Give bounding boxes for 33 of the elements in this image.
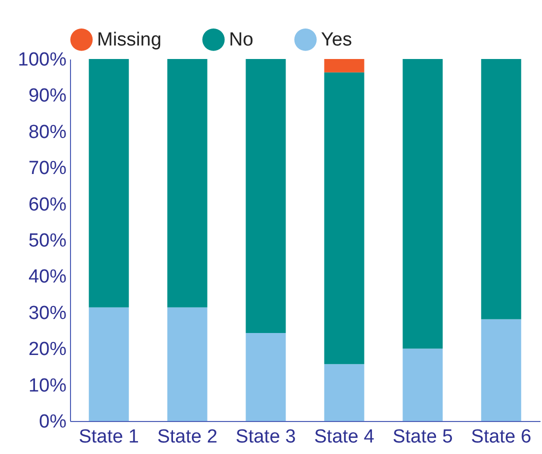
bar <box>481 59 522 320</box>
y-tick-label: 50% <box>28 230 67 252</box>
y-tick-label: 30% <box>28 302 67 324</box>
y-tick-label: 70% <box>28 158 67 180</box>
bar <box>167 59 208 308</box>
bar <box>481 319 522 421</box>
y-tick-label: 90% <box>28 86 67 107</box>
y-tick-label: 20% <box>28 339 67 360</box>
bar <box>246 333 286 421</box>
legend-label: No <box>229 30 254 51</box>
legend-label: Missing <box>97 30 162 51</box>
x-tick-label: State 2 <box>157 426 218 448</box>
bar <box>88 59 129 308</box>
x-tick-label: State 3 <box>236 426 296 448</box>
bar <box>167 307 208 421</box>
bar <box>402 348 443 421</box>
legend-label: Yes <box>321 30 352 51</box>
bar <box>402 59 443 349</box>
bar <box>324 72 364 364</box>
x-tick-label: State 5 <box>392 426 453 448</box>
x-tick-label: State 4 <box>314 426 375 448</box>
bar <box>324 59 364 72</box>
x-tick-label: State 6 <box>471 426 532 448</box>
y-tick-label: 40% <box>28 266 67 288</box>
y-tick-label: 100% <box>18 50 67 70</box>
x-tick-label: State 1 <box>78 426 139 448</box>
y-tick-label: 10% <box>28 375 67 396</box>
y-tick-label: 0% <box>39 412 67 432</box>
bar <box>246 59 286 334</box>
bar <box>88 307 129 421</box>
y-tick-label: 60% <box>28 194 67 216</box>
bar <box>324 364 364 421</box>
y-tick-label: 80% <box>28 122 67 143</box>
